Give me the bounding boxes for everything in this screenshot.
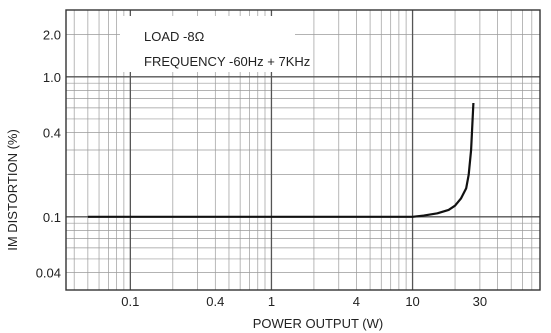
- y-tick-label: 0.04: [36, 266, 61, 281]
- im-distortion-line: [87, 102, 475, 218]
- x-label-box: [225, 313, 415, 333]
- x-axis-label: POWER OUTPUT (W): [253, 316, 383, 331]
- y-tick-label: 2.0: [43, 28, 61, 43]
- plot-frame: [65, 9, 541, 291]
- x-tick-label: 0.4: [206, 294, 224, 309]
- annotation-box: [120, 16, 295, 72]
- load-annotation: LOAD -8Ω: [144, 29, 205, 44]
- x-tick-label: 4: [353, 294, 360, 309]
- y-label-box: [0, 100, 24, 300]
- frequency-annotation: FREQUENCY -60Hz + 7KHz: [144, 54, 310, 69]
- x-tick-label: 30: [473, 294, 487, 309]
- y-axis-label: IM DISTORTION (%): [5, 129, 20, 251]
- y-tick-label: 0.1: [43, 210, 61, 225]
- series-layer: [87, 102, 475, 218]
- y-tick-label: 0.4: [43, 126, 61, 141]
- y-tick-labels: 2.0 1.0 0.4 0.1 0.04: [36, 28, 61, 281]
- y-tick-label: 1.0: [43, 70, 61, 85]
- x-tick-labels: 0.1 0.4 1 4 10 30: [121, 294, 487, 309]
- x-tick-label: 1: [268, 294, 275, 309]
- x-tick-label: 0.1: [121, 294, 139, 309]
- x-tick-label: 10: [405, 294, 419, 309]
